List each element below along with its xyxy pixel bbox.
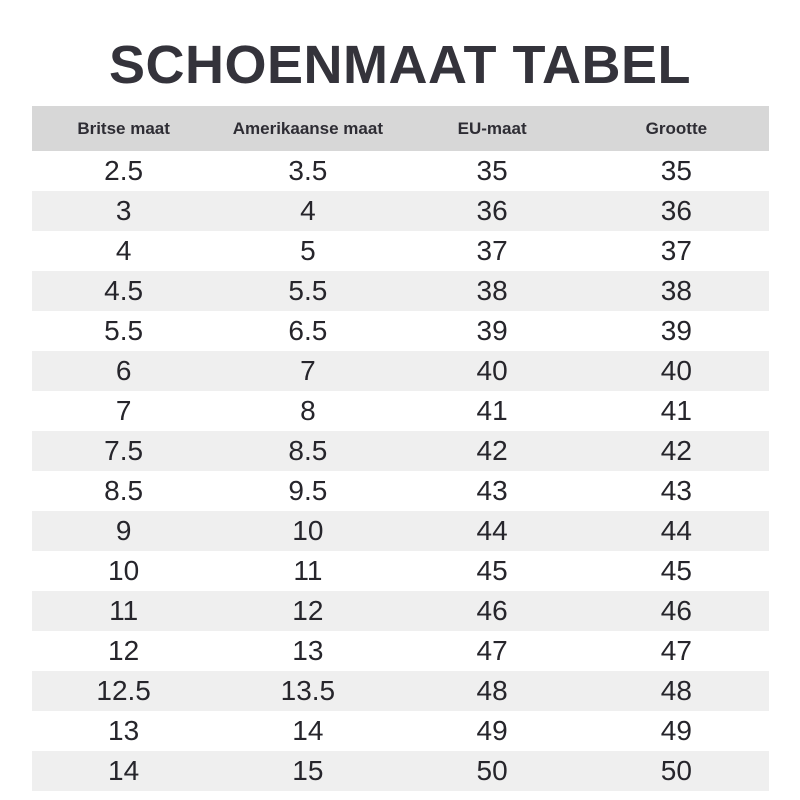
table-cell: 14 [108,755,140,786]
shoe-size-table: Britse maat Amerikaanse maat EU-maat Gro… [31,106,769,791]
table-cell: 8.5 [288,435,328,466]
table-cell: 10 [108,555,140,586]
column-header-uk-size: Britse maat [31,106,216,151]
table-row: 12.5 13.5 48 48 [31,671,769,711]
table-cell: 12 [108,635,140,666]
table-cell: 42 [660,435,692,466]
table-cell: 40 [660,355,692,386]
table-cell: 50 [476,755,508,786]
table-cell: 13.5 [280,675,336,706]
table-cell: 47 [660,635,692,666]
table-cell: 36 [476,195,508,226]
table-header-row: Britse maat Amerikaanse maat EU-maat Gro… [31,106,769,151]
table-cell: 37 [660,235,692,266]
table-cell: 49 [660,715,692,746]
table-cell: 46 [660,595,692,626]
table-cell: 7.5 [104,435,144,466]
table-cell: 41 [660,395,692,426]
table-body: 2.5 3.5 35 35 3 4 36 36 4 5 37 37 4.5 5.5 38 38 5.5 6.5 39… [31,151,769,791]
table-cell: 2.5 [104,155,144,186]
table-row: 10 11 45 45 [32,551,769,591]
table-row: 11 12 46 46 [31,591,769,631]
table-cell: 4.5 [104,275,144,306]
table-cell: 49 [476,715,508,746]
table-cell: 14 [292,715,324,746]
table-cell: 42 [476,435,508,466]
table-cell: 12.5 [96,675,151,706]
table-cell: 41 [476,395,508,426]
table-row: 4.5 5.5 38 38 [31,271,769,311]
table-row: 14 15 50 50 [31,751,769,791]
table-row: 2.5 3.5 35 35 [32,151,769,191]
table-cell: 38 [476,275,508,306]
table-cell: 5 [300,235,316,266]
table-cell: 35 [660,155,692,186]
table-cell: 5.5 [288,275,328,306]
table-cell: 39 [476,315,508,346]
table-row: 3 4 36 36 [31,191,769,231]
table-cell: 15 [292,755,324,786]
table-cell: 38 [660,275,692,306]
table-cell: 48 [660,675,692,706]
page-title: SCHOENMAAT TABEL [109,35,691,95]
table-cell: 3 [115,195,132,226]
table-cell: 45 [476,555,508,586]
table-cell: 6.5 [288,315,328,346]
table-cell: 39 [660,315,692,346]
table-cell: 9 [115,515,132,546]
table-cell: 44 [660,515,692,546]
table-cell: 45 [660,555,692,586]
table-cell: 7 [300,355,316,386]
table-row: 5.5 6.5 39 39 [32,311,769,351]
table-row: 13 14 49 49 [32,711,769,751]
table-row: 7.5 8.5 42 42 [31,431,769,471]
table-row: 9 10 44 44 [31,511,769,551]
table-cell: 35 [476,155,508,186]
column-header-size: Grootte [584,106,769,151]
table-cell: 50 [660,755,692,786]
table-header: Britse maat Amerikaanse maat EU-maat Gro… [31,106,769,151]
table-row: 6 7 40 40 [31,351,769,391]
table-cell: 7 [115,395,132,426]
table-cell: 12 [292,595,324,626]
column-header-eu-size: EU-maat [400,106,585,151]
table-cell: 4 [115,235,132,266]
table-row: 12 13 47 47 [32,631,769,671]
table-cell: 11 [109,595,139,626]
table-cell: 4 [300,195,316,226]
table-row: 4 5 37 37 [32,231,769,271]
table-cell: 9.5 [288,475,328,506]
table-cell: 48 [476,675,508,706]
table-cell: 36 [660,195,692,226]
table-cell: 13 [292,635,324,666]
table-cell: 6 [115,355,132,386]
table-cell: 11 [293,555,323,586]
table-cell: 44 [476,515,508,546]
table-cell: 46 [476,595,508,626]
table-cell: 10 [292,515,324,546]
column-header-us-size: Amerikaanse maat [215,106,400,151]
table-cell: 37 [476,235,508,266]
table-cell: 43 [660,475,692,506]
table-cell: 43 [476,475,508,506]
table-cell: 47 [476,635,508,666]
table-row: 7 8 41 41 [32,391,769,431]
table-cell: 8.5 [104,475,144,506]
table-row: 8.5 9.5 43 43 [32,471,769,511]
table-cell: 40 [476,355,508,386]
table-cell: 8 [300,395,316,426]
table-cell: 13 [108,715,140,746]
table-cell: 3.5 [288,155,328,186]
table-cell: 5.5 [104,315,144,346]
